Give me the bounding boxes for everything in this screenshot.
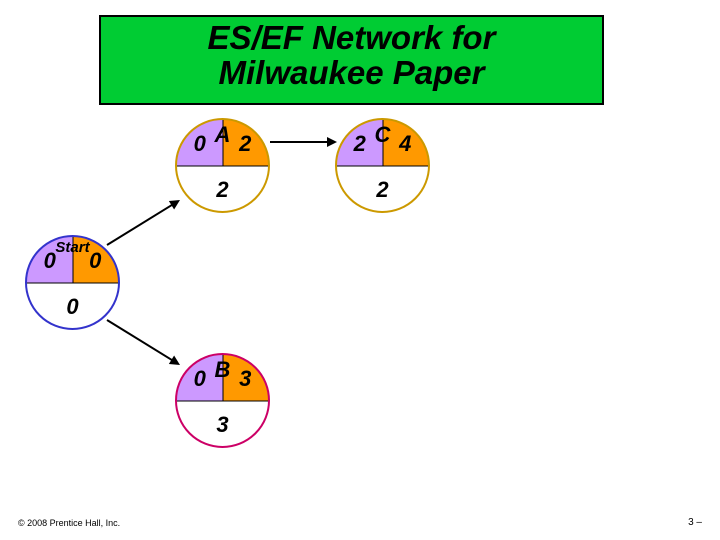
title-line2: Milwaukee Paper [219, 54, 485, 91]
node-start-duration: 0 [27, 283, 118, 329]
node-C-duration: 2 [337, 166, 428, 212]
node-B-ef: 3 [223, 355, 269, 401]
node-start: 0Start00 [25, 235, 120, 330]
node-C: 2C42 [335, 118, 430, 213]
node-A-ef: 2 [223, 120, 269, 166]
node-A-duration: 2 [177, 166, 268, 212]
arrow-0-head [327, 137, 337, 147]
arrow-0 [270, 141, 327, 143]
arrow-1 [106, 203, 173, 246]
footer-copyright: © 2008 Prentice Hall, Inc. [18, 518, 120, 528]
node-A: 0A22 [175, 118, 270, 213]
node-B: 0B33 [175, 353, 270, 448]
footer-page: 3 – [688, 517, 702, 528]
title-box: ES/EF Network for Milwaukee Paper [99, 15, 604, 105]
node-start-ef: 0 [73, 237, 119, 283]
arrow-2 [106, 319, 173, 362]
node-C-ef: 4 [383, 120, 429, 166]
node-B-duration: 3 [177, 401, 268, 447]
title-line1: ES/EF Network for [208, 19, 496, 56]
